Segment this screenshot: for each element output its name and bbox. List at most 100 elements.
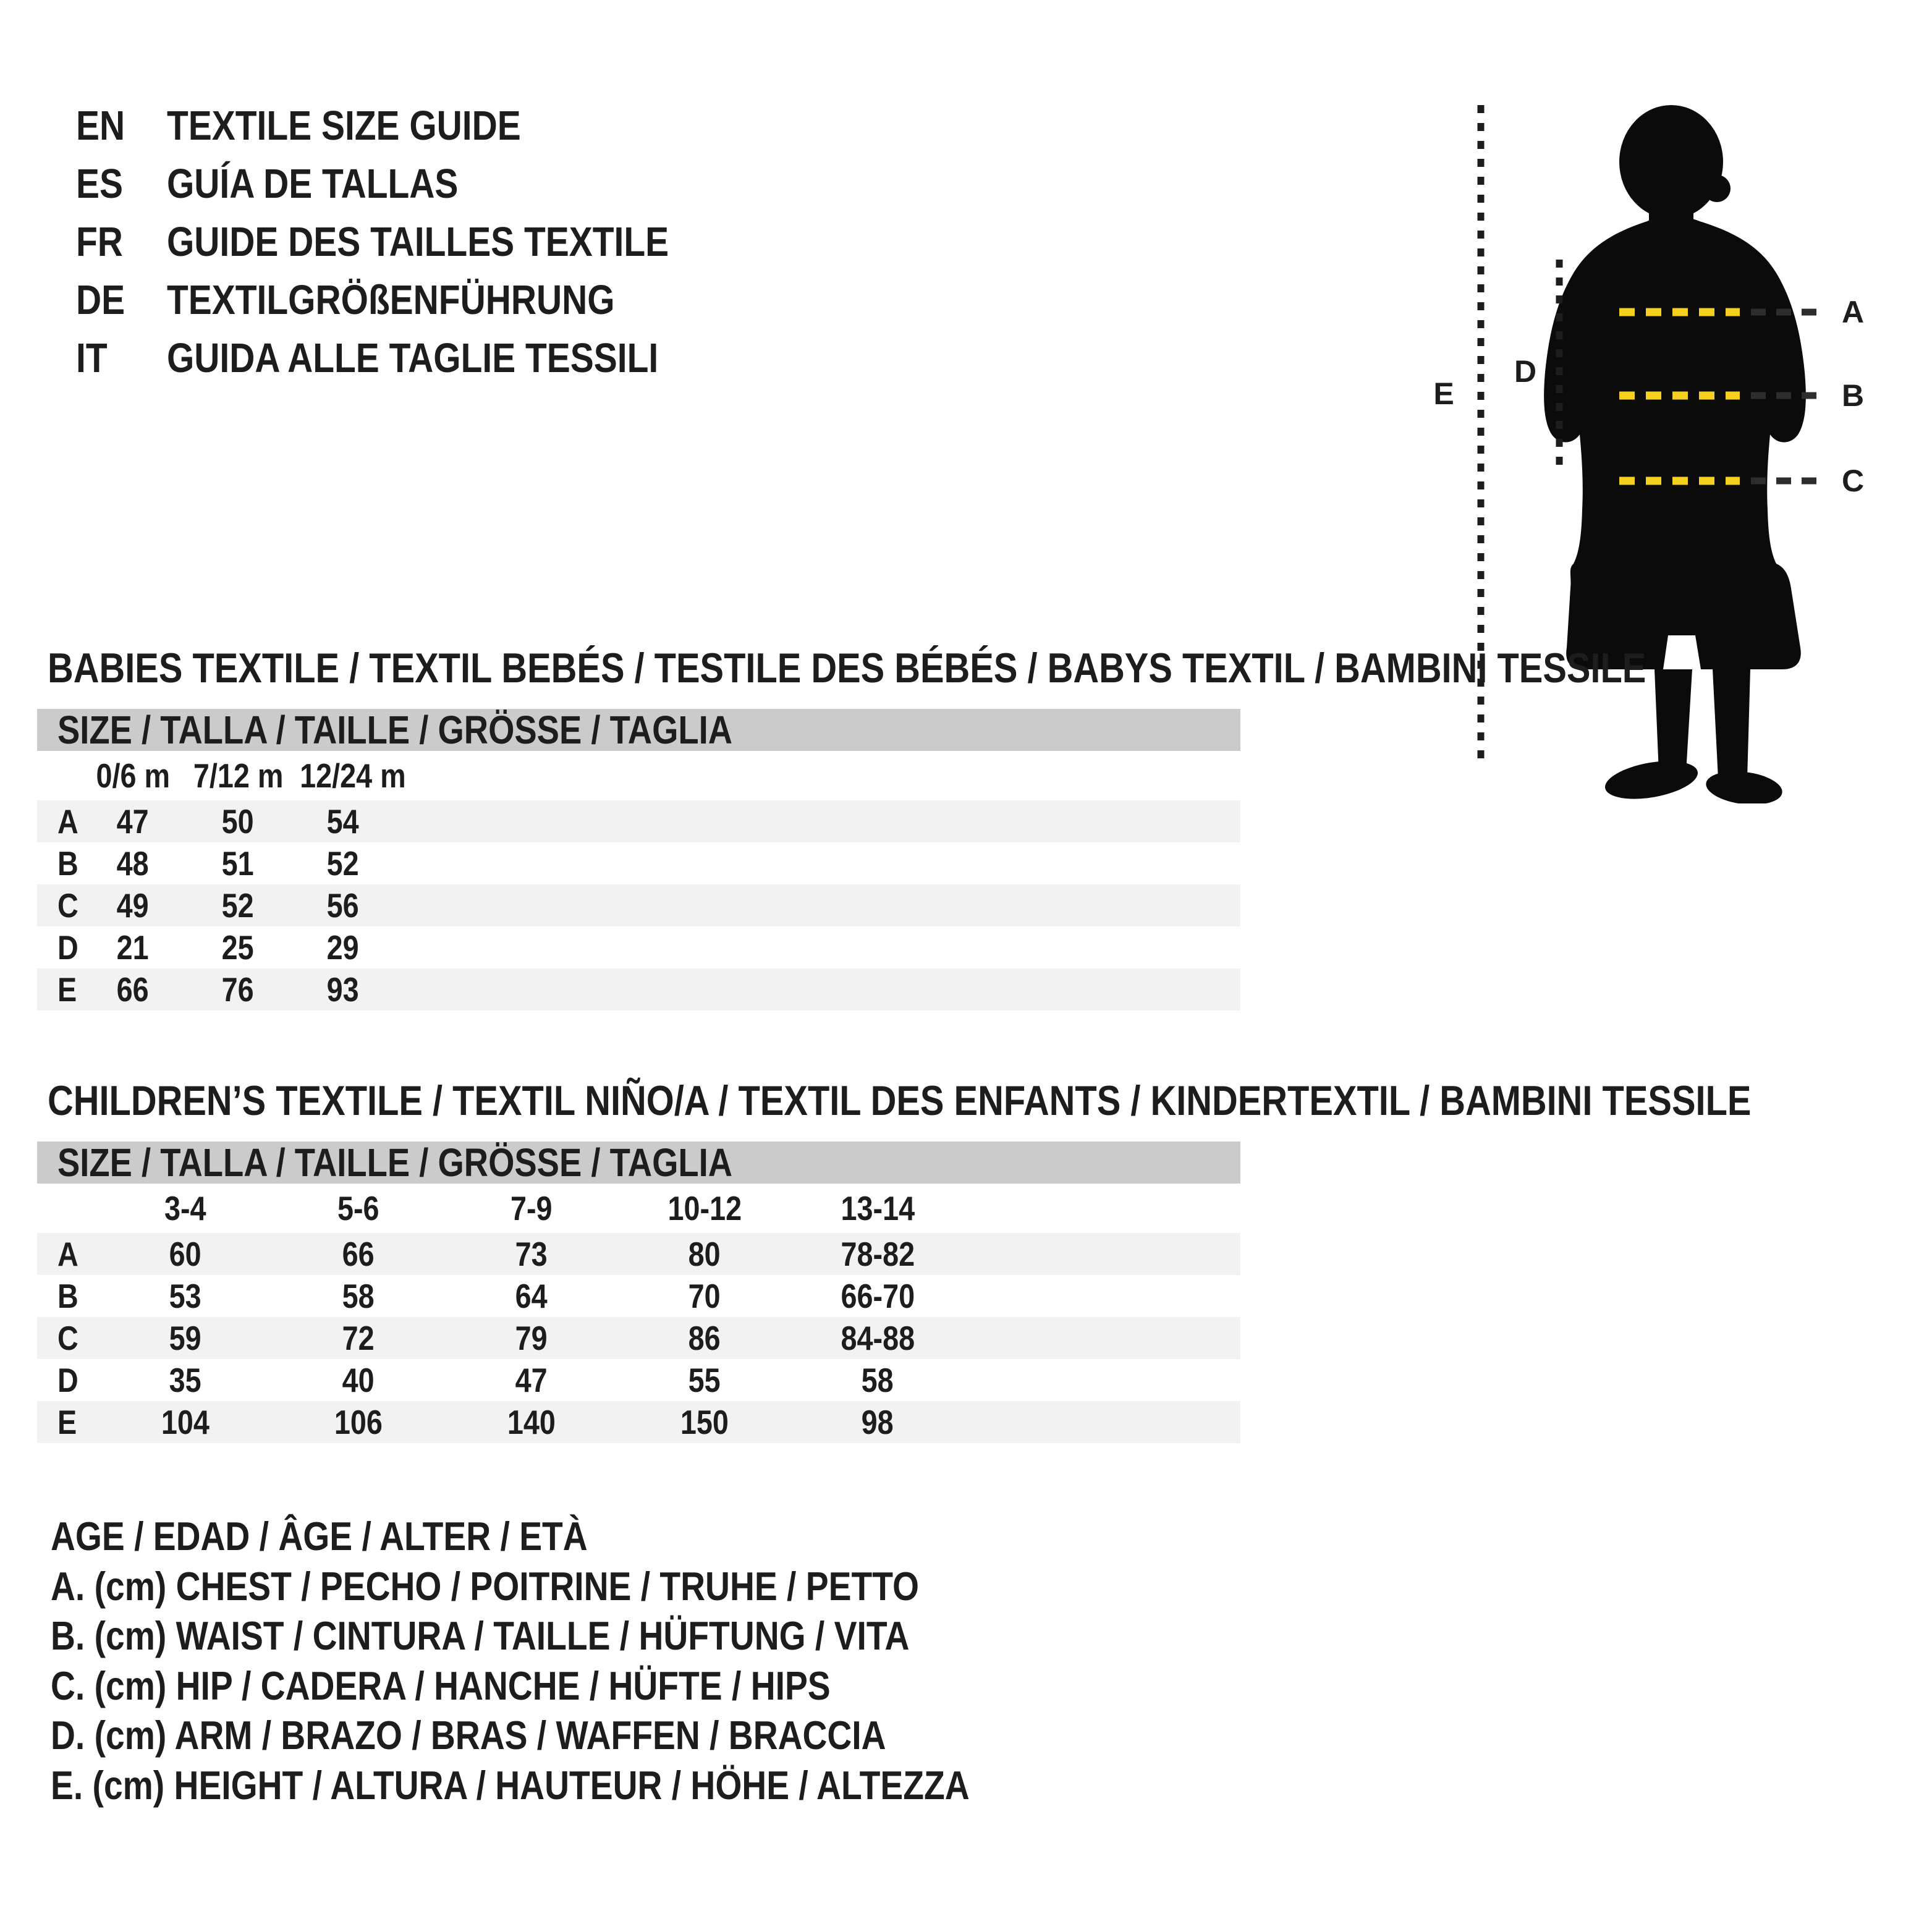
- legend-hip: C. (cm) HIP / CADERA / HANCHE / HÜFTE / …: [51, 1663, 831, 1708]
- lang-row-it: IT GUIDA ALLE TAGLIE TESSILI: [76, 329, 757, 387]
- babies-size-bar-label: SIZE / TALLA / TAILLE / GRÖSSE / TAGLIA: [57, 708, 733, 752]
- children-section-heading: CHILDREN’S TEXTILE / TEXTIL NIÑO/A / TEX…: [48, 1077, 1932, 1125]
- cell-value: 56: [326, 886, 360, 925]
- table-row: D 21 25 29: [37, 926, 1240, 968]
- cell-value: 53: [169, 1277, 202, 1315]
- cell-value: 140: [507, 1403, 556, 1441]
- table-row: D 35 40 47 55 58: [37, 1359, 1240, 1401]
- children-col-3: 10-12: [667, 1189, 742, 1227]
- legend-waist: B. (cm) WAIST / CINTURA / TAILLE / HÜFTU…: [51, 1613, 910, 1659]
- children-section-title: CHILDREN’S TEXTILE / TEXTIL NIÑO/A / TEX…: [48, 1077, 1752, 1124]
- cell-value: 93: [326, 970, 360, 1009]
- children-col-1: 5-6: [337, 1189, 379, 1227]
- cell-value: 66-70: [841, 1277, 915, 1315]
- table-row: B 48 51 52: [37, 842, 1240, 884]
- babies-size-table: SIZE / TALLA / TAILLE / GRÖSSE / TAGLIA …: [37, 708, 1240, 1010]
- lang-code-fr: FR: [76, 218, 123, 265]
- cell-value: 78-82: [841, 1235, 915, 1273]
- cell-value: 49: [116, 886, 150, 925]
- cell-value: 73: [515, 1235, 548, 1273]
- lang-title-de: TEXTILGRÖßENFÜHRUNG: [167, 276, 615, 323]
- cell-value: 58: [861, 1361, 894, 1399]
- babies-col-2: 12/24 m: [300, 756, 406, 795]
- cell-value: 66: [116, 970, 150, 1009]
- children-size-table: SIZE / TALLA / TAILLE / GRÖSSE / TAGLIA …: [37, 1140, 1240, 1443]
- lang-row-fr: FR GUIDE DES TAILLES TEXTILE: [76, 213, 757, 271]
- cell-value: 47: [515, 1361, 548, 1399]
- lang-row-en: EN TEXTILE SIZE GUIDE: [76, 96, 757, 155]
- row-label: E: [57, 970, 77, 1009]
- babies-section-title: BABIES TEXTILE / TEXTIL BEBÉS / TESTILE …: [48, 645, 1646, 692]
- legend-age: AGE / EDAD / ÂGE / ALTER / ETÀ: [51, 1514, 588, 1559]
- cell-value: 25: [221, 928, 255, 967]
- children-col-4: 13-14: [841, 1189, 915, 1227]
- legend-chest: A. (cm) CHEST / PECHO / POITRINE / TRUHE…: [51, 1563, 919, 1609]
- cell-value: 104: [161, 1403, 210, 1441]
- children-col-0: 3-4: [164, 1189, 206, 1227]
- lang-code-es: ES: [76, 160, 123, 207]
- cell-value: 84-88: [841, 1319, 915, 1357]
- cell-value: 66: [342, 1235, 375, 1273]
- cell-value: 48: [116, 844, 150, 883]
- lang-title-es: GUÍA DE TALLAS: [167, 160, 459, 207]
- cell-value: 86: [688, 1319, 721, 1357]
- cell-value: 47: [116, 802, 150, 841]
- figure-label-a: A: [1842, 295, 1864, 329]
- legend-arm: D. (cm) ARM / BRAZO / BRAS / WAFFEN / BR…: [51, 1713, 886, 1758]
- lang-code-it: IT: [76, 334, 108, 381]
- table-row: C 49 52 56: [37, 884, 1240, 926]
- lang-row-es: ES GUÍA DE TALLAS: [76, 155, 757, 213]
- cell-value: 52: [326, 844, 360, 883]
- children-column-header-row: 3-4 5-6 7-9 10-12 13-14: [37, 1184, 1240, 1233]
- table-row: E 66 76 93: [37, 968, 1240, 1010]
- row-label: D: [57, 928, 78, 967]
- table-row: A 60 66 73 80 78-82: [37, 1233, 1240, 1275]
- cell-value: 70: [688, 1277, 721, 1315]
- row-label: C: [57, 886, 78, 925]
- table-row: B 53 58 64 70 66-70: [37, 1275, 1240, 1317]
- babies-section-heading: BABIES TEXTILE / TEXTIL BEBÉS / TESTILE …: [48, 644, 1928, 692]
- cell-value: 98: [861, 1403, 894, 1441]
- row-label: C: [57, 1319, 78, 1357]
- measurement-legend: AGE / EDAD / ÂGE / ALTER / ETÀ A. (cm) C…: [51, 1512, 1132, 1811]
- language-title-block: EN TEXTILE SIZE GUIDE ES GUÍA DE TALLAS …: [76, 96, 757, 387]
- cell-value: 21: [116, 928, 150, 967]
- cell-value: 55: [688, 1361, 721, 1399]
- child-silhouette: [1544, 105, 1806, 803]
- children-size-bar: SIZE / TALLA / TAILLE / GRÖSSE / TAGLIA: [37, 1140, 1240, 1185]
- legend-height: E. (cm) HEIGHT / ALTURA / HAUTEUR / HÖHE…: [51, 1762, 970, 1808]
- cell-value: 59: [169, 1319, 202, 1357]
- child-silhouette-diagram: E D A B C: [1433, 105, 1864, 803]
- cell-value: 58: [342, 1277, 375, 1315]
- babies-size-bar: SIZE / TALLA / TAILLE / GRÖSSE / TAGLIA: [37, 708, 1240, 752]
- babies-column-header-row: 0/6 m 7/12 m 12/24 m: [37, 751, 1240, 800]
- table-row: C 59 72 79 86 84-88: [37, 1317, 1240, 1359]
- children-size-bar-label: SIZE / TALLA / TAILLE / GRÖSSE / TAGLIA: [57, 1140, 733, 1185]
- cell-value: 60: [169, 1235, 202, 1273]
- row-label: D: [57, 1361, 78, 1399]
- row-label: B: [57, 1277, 78, 1315]
- figure-label-c: C: [1842, 464, 1864, 498]
- cell-value: 35: [169, 1361, 202, 1399]
- cell-value: 51: [221, 844, 255, 883]
- row-label: B: [57, 844, 78, 883]
- cell-value: 54: [326, 802, 360, 841]
- babies-col-0: 0/6 m: [96, 756, 170, 795]
- cell-value: 72: [342, 1319, 375, 1357]
- cell-value: 52: [221, 886, 255, 925]
- table-row: E 104 106 140 150 98: [37, 1401, 1240, 1443]
- cell-value: 29: [326, 928, 360, 967]
- lang-row-de: DE TEXTILGRÖßENFÜHRUNG: [76, 271, 757, 329]
- cell-value: 106: [334, 1403, 383, 1441]
- children-col-2: 7-9: [511, 1189, 553, 1227]
- row-label: E: [57, 1403, 77, 1441]
- cell-value: 80: [688, 1235, 721, 1273]
- lang-title-en: TEXTILE SIZE GUIDE: [167, 102, 521, 149]
- lang-code-de: DE: [76, 276, 125, 323]
- cell-value: 150: [680, 1403, 729, 1441]
- figure-label-d: D: [1514, 354, 1536, 389]
- lang-code-en: EN: [76, 102, 125, 149]
- cell-value: 64: [515, 1277, 548, 1315]
- lang-title-it: GUIDA ALLE TAGLIE TESSILI: [167, 334, 659, 381]
